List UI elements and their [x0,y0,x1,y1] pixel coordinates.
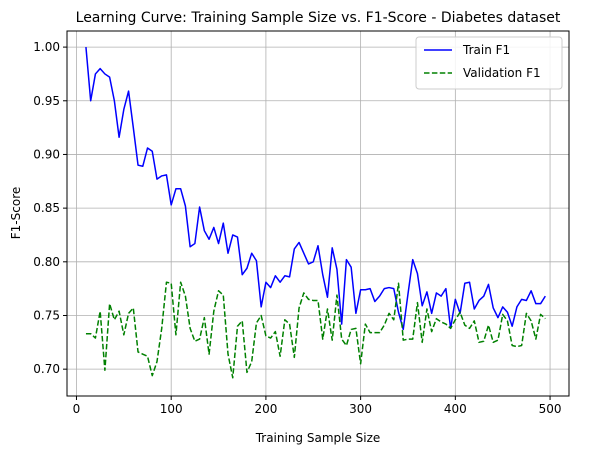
x-tick-label: 400 [444,402,467,416]
y-tick-label: 0.85 [33,201,60,215]
legend-frame [415,36,563,90]
legend-label-validation: Validation F1 [463,66,541,80]
validation-f1-line [85,281,546,379]
y-tick-label: 0.90 [33,147,60,161]
series-lines [85,47,546,379]
y-tick-label: 1.00 [33,40,60,54]
x-tick-label: 200 [254,402,277,416]
x-tick-label: 100 [160,402,183,416]
x-axis-label: Training Sample Size [255,431,381,445]
y-tick-label: 0.80 [33,255,60,269]
legend-label-train: Train F1 [462,43,510,57]
legend: Train F1 Validation F1 [415,36,563,90]
y-tick-label: 0.70 [33,362,60,376]
x-tick-label: 300 [349,402,372,416]
chart-title: Learning Curve: Training Sample Size vs.… [76,10,561,26]
grid [67,31,569,396]
y-tick-label: 0.95 [33,94,60,108]
x-tick-label: 500 [539,402,562,416]
y-axis-label: F1-Score [9,187,23,239]
train-f1-line [85,47,546,331]
axis-ticks: 0 100 200 300 400 500 0.70 0.75 0.80 0.85 0.90 0.95… [33,40,561,416]
x-tick-label: 0 [73,402,81,416]
plot-area-frame [66,30,570,397]
y-tick-label: 0.75 [33,308,60,322]
